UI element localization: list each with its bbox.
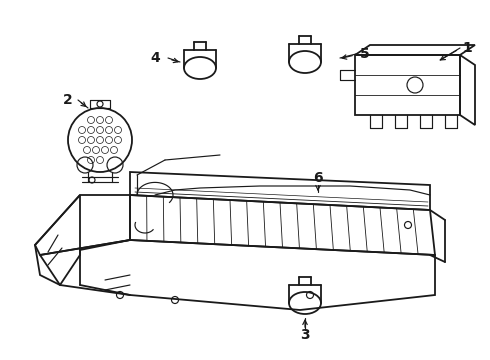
Text: 4: 4 (150, 51, 160, 65)
Text: 1: 1 (462, 41, 472, 55)
Text: 2: 2 (63, 93, 73, 107)
Text: 6: 6 (313, 171, 323, 185)
Text: 3: 3 (300, 328, 310, 342)
Text: 5: 5 (360, 47, 370, 61)
